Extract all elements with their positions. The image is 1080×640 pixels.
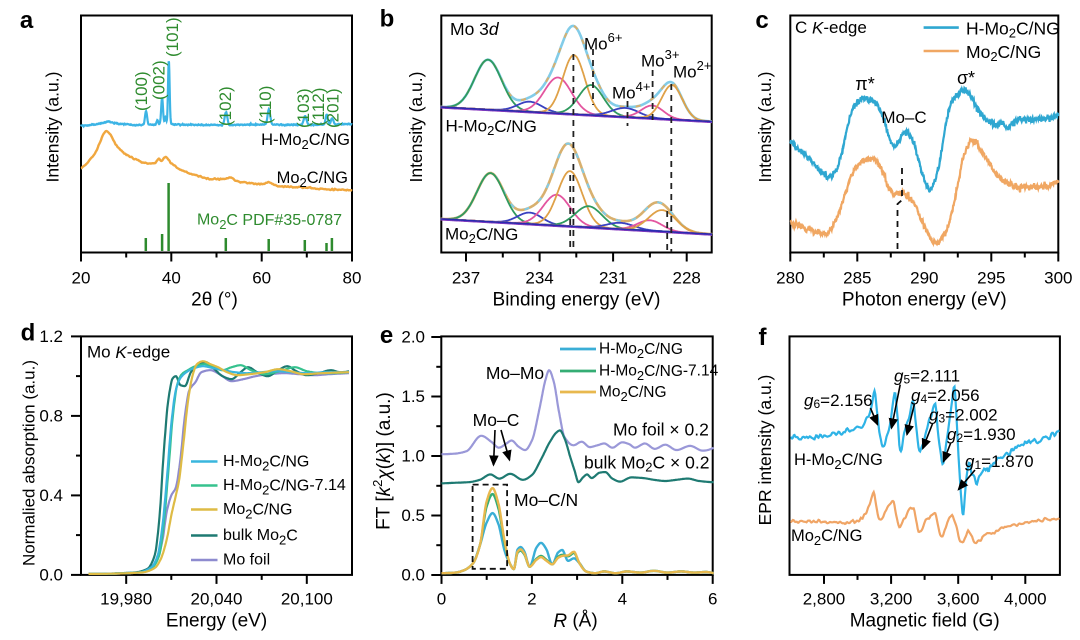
svg-text:H-Mo2C/NG-7.14: H-Mo2C/NG-7.14	[223, 477, 346, 497]
svg-text:20,100: 20,100	[281, 590, 333, 609]
svg-text:Intensity (a.u.): Intensity (a.u.)	[755, 72, 775, 183]
svg-text:300: 300	[1044, 269, 1072, 288]
svg-text:g2=1.930: g2=1.930	[947, 424, 1016, 445]
svg-text:(201): (201)	[323, 88, 342, 128]
svg-text:231: 231	[599, 269, 627, 288]
svg-text:Mo 3d: Mo 3d	[450, 19, 500, 39]
svg-text:Mo–C: Mo–C	[881, 108, 926, 127]
svg-text:g6=2.156: g6=2.156	[804, 391, 873, 412]
svg-text:b: b	[380, 6, 395, 33]
svg-text:0.5: 0.5	[401, 506, 425, 525]
svg-text:Binding energy (eV): Binding energy (eV)	[493, 290, 661, 311]
svg-text:Photon energy (eV): Photon energy (eV)	[842, 290, 1007, 311]
svg-text:a: a	[20, 7, 34, 34]
svg-text:295: 295	[977, 269, 1005, 288]
svg-text:(103): (103)	[294, 88, 313, 128]
svg-text:19,980: 19,980	[100, 590, 152, 609]
svg-text:C K-edge: C K-edge	[795, 18, 867, 37]
svg-text:Mo2C/NG: Mo2C/NG	[223, 501, 292, 521]
svg-text:Mo2C/NG: Mo2C/NG	[599, 384, 667, 404]
svg-text:1.5: 1.5	[401, 387, 425, 406]
svg-text:H-Mo2C/NG: H-Mo2C/NG	[446, 117, 537, 138]
svg-text:Mo–Mo: Mo–Mo	[486, 363, 544, 383]
svg-text:d: d	[21, 320, 36, 347]
svg-text:g1=1.870: g1=1.870	[965, 452, 1034, 473]
svg-text:Mo2C PDF#35-0787: Mo2C PDF#35-0787	[197, 212, 342, 232]
svg-text:Normalied absorption (a.u.): Normalied absorption (a.u.)	[20, 360, 39, 566]
svg-text:Intensity (a.u.): Intensity (a.u.)	[406, 72, 426, 183]
svg-text:Mo K-edge: Mo K-edge	[87, 343, 170, 362]
svg-text:60: 60	[252, 269, 271, 288]
svg-text:f: f	[759, 324, 768, 351]
svg-text:Energy (eV): Energy (eV)	[166, 611, 267, 632]
svg-text:H-Mo2C/NG: H-Mo2C/NG	[794, 451, 883, 472]
svg-text:80: 80	[343, 269, 362, 288]
svg-text:H-Mo2C/NG: H-Mo2C/NG	[223, 453, 309, 473]
svg-text:0.0: 0.0	[39, 565, 63, 584]
svg-text:0.4: 0.4	[39, 486, 63, 505]
svg-text:e: e	[380, 322, 393, 349]
svg-text:0.8: 0.8	[39, 406, 63, 425]
svg-text:Mo–C: Mo–C	[473, 410, 520, 430]
svg-text:g3=2.002: g3=2.002	[929, 405, 998, 426]
svg-text:1.2: 1.2	[39, 327, 63, 346]
svg-text:2.0: 2.0	[401, 328, 425, 347]
svg-text:π*: π*	[855, 74, 874, 94]
svg-text:3,600: 3,600	[937, 590, 980, 609]
svg-text:Magnetic field (G): Magnetic field (G)	[850, 611, 1000, 632]
svg-text:234: 234	[525, 269, 553, 288]
svg-text:228: 228	[673, 269, 701, 288]
svg-text:H-Mo2C/NG-7.14: H-Mo2C/NG-7.14	[599, 363, 719, 383]
svg-text:285: 285	[843, 269, 871, 288]
svg-text:g5=2.111: g5=2.111	[894, 366, 960, 387]
svg-text:40: 40	[162, 269, 181, 288]
svg-text:H-Mo2C/NG: H-Mo2C/NG	[599, 341, 683, 361]
svg-text:Mo2C/NG: Mo2C/NG	[277, 169, 348, 190]
svg-text:R (Å): R (Å)	[553, 611, 597, 632]
svg-text:2: 2	[527, 590, 536, 609]
svg-text:FT [k2χ(k)] (a.u.): FT [k2χ(k)] (a.u.)	[370, 392, 395, 530]
svg-text:0.0: 0.0	[401, 566, 425, 585]
svg-text:0: 0	[437, 590, 446, 609]
svg-text:(002): (002)	[149, 60, 168, 100]
svg-text:(112): (112)	[309, 88, 328, 126]
svg-text:Mo2C/NG: Mo2C/NG	[966, 42, 1041, 64]
svg-text:Intensity (a.u.): Intensity (a.u.)	[43, 72, 63, 183]
svg-text:(101): (101)	[163, 17, 182, 57]
svg-text:c: c	[755, 7, 768, 34]
svg-text:280: 280	[776, 269, 804, 288]
svg-text:EPR intensity (a.u.): EPR intensity (a.u.)	[755, 375, 775, 526]
svg-text:Mo foil × 0.2: Mo foil × 0.2	[613, 420, 709, 440]
svg-text:(110): (110)	[256, 86, 275, 124]
svg-text:20,040: 20,040	[191, 590, 243, 609]
svg-text:bulk Mo2C × 0.2: bulk Mo2C × 0.2	[584, 453, 709, 475]
svg-text:2,800: 2,800	[803, 590, 846, 609]
svg-text:3,200: 3,200	[870, 590, 913, 609]
svg-text:Mo foil: Mo foil	[223, 552, 270, 569]
svg-text:H-Mo2C/NG: H-Mo2C/NG	[261, 131, 350, 152]
svg-text:237: 237	[452, 269, 480, 288]
svg-text:290: 290	[910, 269, 938, 288]
svg-text:(102): (102)	[216, 86, 235, 126]
svg-text:σ*: σ*	[957, 68, 975, 88]
svg-text:4,000: 4,000	[1004, 590, 1047, 609]
svg-text:1.0: 1.0	[401, 447, 425, 466]
svg-text:Mo2C/NG: Mo2C/NG	[445, 225, 518, 246]
svg-text:bulk Mo2C: bulk Mo2C	[223, 527, 298, 547]
svg-text:2θ (°): 2θ (°)	[191, 290, 238, 311]
svg-text:g4=2.056: g4=2.056	[911, 386, 980, 407]
svg-text:4: 4	[618, 590, 627, 609]
svg-text:20: 20	[72, 269, 91, 288]
svg-text:Mo2C/NG: Mo2C/NG	[791, 527, 862, 548]
svg-text:H-Mo2C/NG: H-Mo2C/NG	[966, 19, 1060, 41]
svg-text:6: 6	[708, 590, 717, 609]
svg-text:(100): (100)	[132, 71, 151, 111]
svg-text:Mo–C/N: Mo–C/N	[514, 490, 578, 510]
